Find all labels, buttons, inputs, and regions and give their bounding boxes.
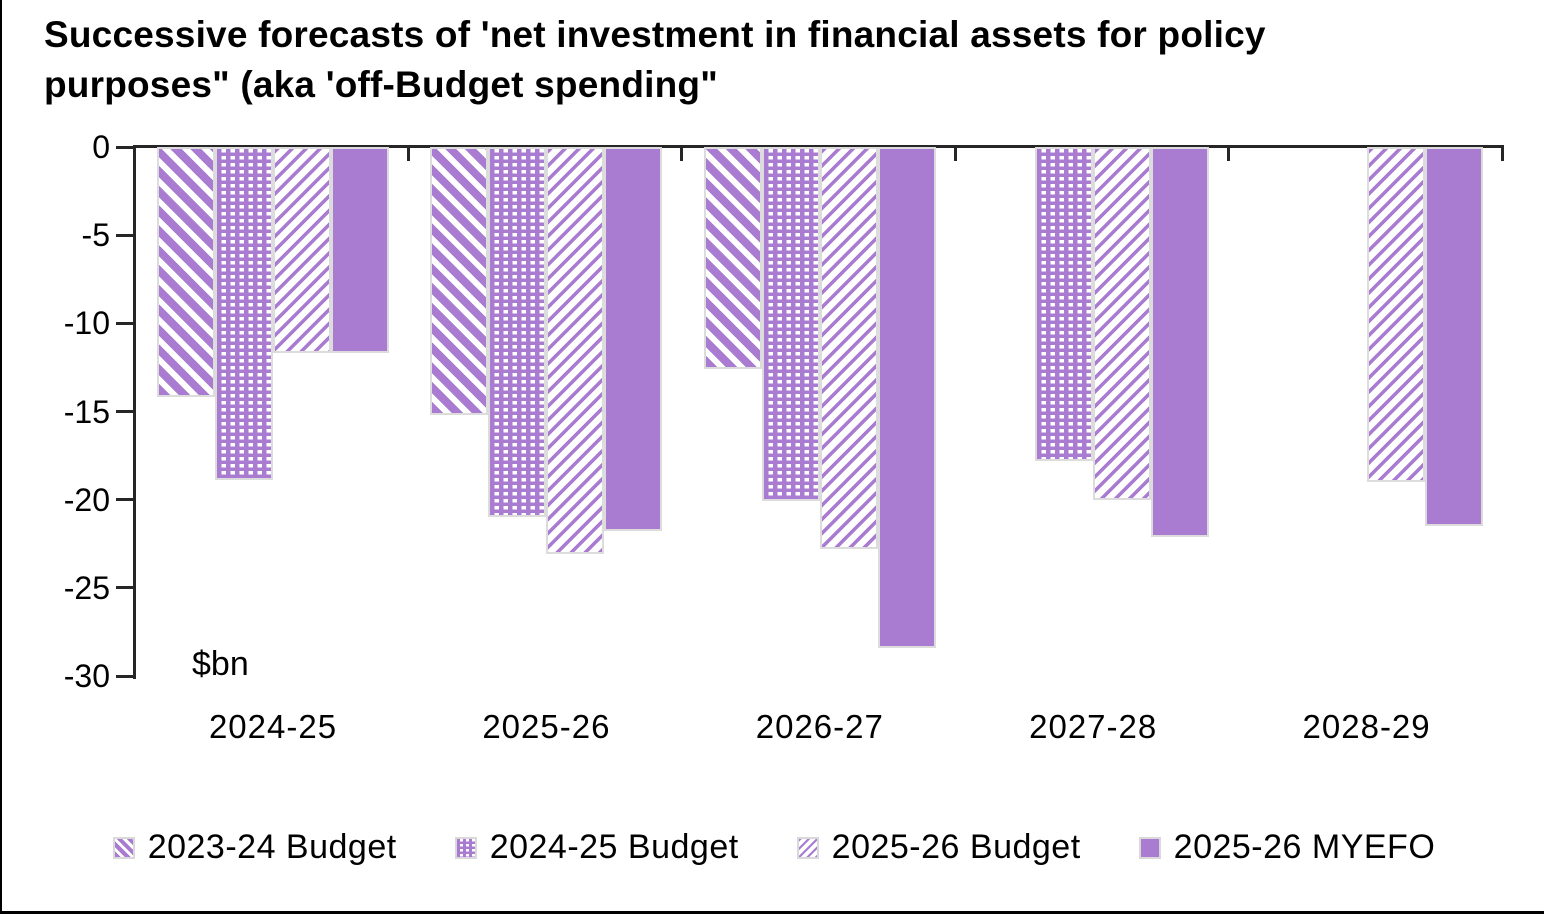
y-axis-unit-label: $bn — [192, 645, 249, 683]
legend-label: 2025-26 MYEFO — [1173, 828, 1436, 866]
y-tick-mark — [116, 674, 134, 678]
bar-2025-26-myefo-2025-26 — [604, 147, 663, 532]
category-boundary-tick — [953, 145, 957, 161]
bar-2024-25-budget-2025-26 — [488, 147, 547, 518]
bar-2025-26-budget-2026-27 — [819, 147, 878, 550]
y-tick-mark — [116, 321, 134, 325]
y-tick-mark — [116, 233, 134, 237]
category-boundary-tick — [680, 145, 684, 161]
legend-item-2025-26-budget: 2025-26 Budget — [796, 828, 1081, 867]
x-category-label: 2024-25 — [208, 708, 338, 745]
legend-label: 2023-24 Budget — [147, 828, 397, 866]
legend-swatch-diagonal-down-stripes-icon — [112, 836, 135, 859]
y-tick-mark — [116, 410, 134, 413]
category-boundary-tick — [1227, 145, 1231, 161]
legend-label: 2024-25 Budget — [489, 828, 739, 866]
chart-title-line2: purposes" (aka 'off-Budget spending" — [44, 64, 718, 105]
legend: 2023-24 Budget 2024-25 Budget 2025-26 Budg… — [2, 828, 1544, 867]
y-tick-mark — [116, 498, 134, 502]
category-boundary-tick — [406, 145, 410, 161]
bar-2025-26-myefo-2024-25 — [331, 147, 389, 354]
chart-title: Successive forecasts of 'net investment … — [44, 10, 1504, 110]
y-tick-label: -5 — [81, 217, 110, 254]
y-tick-label: -20 — [63, 481, 110, 518]
y-axis-line — [133, 145, 136, 679]
bar-2024-25-budget-2024-25 — [215, 147, 273, 481]
x-category-label: 2027-28 — [1029, 708, 1158, 745]
x-category-label: 2026-27 — [755, 708, 884, 745]
bar-2024-25-budget-2026-27 — [761, 147, 820, 502]
legend-item-2024-25-budget: 2024-25 Budget — [454, 828, 739, 867]
y-tick-label: 0 — [92, 129, 110, 165]
bar-2025-26-myefo-2028-29 — [1424, 147, 1483, 527]
x-category-label: 2025-26 — [482, 708, 611, 745]
chart-title-line1: Successive forecasts of 'net investment … — [44, 14, 1266, 55]
legend-swatch-diagonal-up-light-stripes-icon — [796, 836, 819, 859]
bar-2023-24-budget-2024-25 — [157, 147, 215, 398]
legend-item-2025-26-myefo: 2025-26 MYEFO — [1138, 828, 1436, 867]
bar-2024-25-budget-2027-28 — [1035, 147, 1094, 461]
y-tick-label: -10 — [63, 305, 110, 342]
bar-2023-24-budget-2026-27 — [703, 147, 762, 370]
legend-item-2023-24-budget: 2023-24 Budget — [112, 828, 397, 867]
bar-2025-26-myefo-2026-27 — [877, 147, 936, 648]
bar-2025-26-budget-2027-28 — [1093, 147, 1152, 500]
y-tick-mark — [116, 586, 134, 590]
bar-2025-26-myefo-2027-28 — [1151, 147, 1210, 537]
bar-2025-26-budget-2025-26 — [546, 147, 605, 555]
legend-swatch-solid-icon — [1138, 836, 1161, 859]
category-boundary-tick — [1500, 145, 1504, 161]
x-category-label: 2028-29 — [1302, 708, 1431, 745]
bar-2025-26-budget-2028-29 — [1366, 147, 1425, 483]
legend-swatch-checker-grid-icon — [454, 836, 477, 859]
x-axis-zero-line — [133, 145, 1504, 148]
bar-2023-24-budget-2025-26 — [430, 147, 489, 416]
legend-label: 2025-26 Budget — [831, 828, 1081, 866]
y-tick-label: -30 — [63, 658, 110, 695]
bar-2025-26-budget-2024-25 — [273, 147, 331, 354]
y-tick-mark — [116, 145, 134, 149]
y-tick-label: -25 — [63, 569, 110, 606]
y-tick-label: -15 — [63, 393, 110, 430]
